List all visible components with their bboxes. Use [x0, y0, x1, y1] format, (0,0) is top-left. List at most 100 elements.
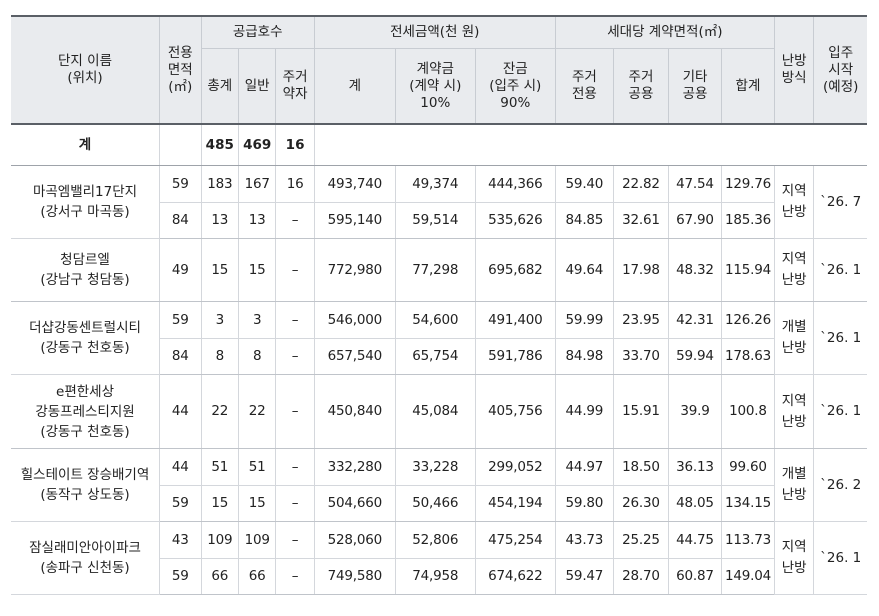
header-exclusive-area: 전용 면적 (㎡) — [159, 15, 202, 125]
supply-resident-cell: – — [275, 301, 315, 339]
deposit-balance-cell: 299,052 — [475, 448, 556, 486]
area-sum-cell: 129.76 — [721, 165, 775, 203]
exclusive-area-cell: 44 — [159, 448, 202, 486]
deposit-contract-cell: 45,084 — [395, 374, 476, 449]
heating-cell: 개별 난방 — [774, 448, 815, 522]
supply-resident-cell: – — [275, 448, 315, 486]
deposit-total-cell: 772,980 — [314, 238, 396, 302]
heating-cell: 지역 난방 — [774, 238, 815, 302]
total-supply-total: 485 — [201, 124, 239, 166]
supply-general-cell: 8 — [238, 338, 277, 375]
supply-general-cell: 13 — [238, 202, 277, 239]
area-sum-cell: 126.26 — [721, 301, 775, 339]
area-other-cell: 39.9 — [668, 374, 722, 449]
area-other-cell: 44.75 — [668, 521, 722, 559]
area-exclusive-cell: 59.99 — [555, 301, 614, 339]
supply-general-cell: 3 — [238, 301, 277, 339]
header-supply-group: 공급호수 — [201, 15, 315, 49]
deposit-contract-cell: 52,806 — [395, 521, 476, 559]
deposit-total-cell: 332,280 — [314, 448, 396, 486]
deposit-balance-cell: 591,786 — [475, 338, 556, 375]
exclusive-area-cell: 84 — [159, 202, 202, 239]
exclusive-area-cell: 59 — [159, 485, 202, 522]
exclusive-area-cell: 44 — [159, 374, 202, 449]
supply-total-cell: 22 — [201, 374, 239, 449]
supply-table-container: 단지 이름 (위치) 전용 면적 (㎡) 공급호수 전세금액(천 원) 세대당 계약면… — [11, 15, 867, 595]
move-in-cell: `26. 1 — [813, 521, 867, 595]
area-shared-cell: 26.30 — [613, 485, 670, 522]
supply-resident-cell: – — [275, 202, 315, 239]
area-other-cell: 48.05 — [668, 485, 722, 522]
area-sum-cell: 149.04 — [721, 558, 775, 595]
supply-resident-cell: – — [275, 374, 315, 449]
move-in-cell: `26. 7 — [813, 165, 867, 239]
deposit-balance-cell: 695,682 — [475, 238, 556, 302]
supply-total-cell: 3 — [201, 301, 239, 339]
header-supply-resident: 주거 약자 — [275, 48, 315, 125]
supply-resident-cell: – — [275, 558, 315, 595]
area-other-cell: 48.32 — [668, 238, 722, 302]
table-row: 84 8 8–657,540 65,754 591,786 84.98 33.70 59.94… — [11, 338, 867, 375]
exclusive-area-cell: 49 — [159, 238, 202, 302]
supply-general-cell: 109 — [238, 521, 277, 559]
area-shared-cell: 22.82 — [613, 165, 670, 203]
heating-cell: 지역 난방 — [774, 165, 815, 239]
supply-general-cell: 167 — [238, 165, 277, 203]
supply-resident-cell: – — [275, 238, 315, 302]
area-sum-cell: 99.60 — [721, 448, 775, 486]
header-area-other: 기타 공용 — [668, 48, 722, 125]
deposit-balance-cell: 454,194 — [475, 485, 556, 522]
deposit-balance-cell: 491,400 — [475, 301, 556, 339]
supply-total-cell: 51 — [201, 448, 239, 486]
deposit-contract-cell: 74,958 — [395, 558, 476, 595]
total-supply-general: 469 — [238, 124, 277, 166]
deposit-total-cell: 528,060 — [314, 521, 396, 559]
header-deposit-group: 전세금액(천 원) — [314, 15, 556, 49]
deposit-contract-cell: 65,754 — [395, 338, 476, 375]
supply-general-cell: 15 — [238, 485, 277, 522]
area-shared-cell: 23.95 — [613, 301, 670, 339]
area-shared-cell: 32.61 — [613, 202, 670, 239]
deposit-total-cell: 595,140 — [314, 202, 396, 239]
deposit-total-cell: 493,740 — [314, 165, 396, 203]
header-area-exclusive: 주거 전용 — [555, 48, 614, 125]
area-sum-cell: 113.73 — [721, 521, 775, 559]
table-row: 마곡엠밸리17단지 (강서구 마곡동) 59 183 167 16 493,740 49,37… — [11, 165, 867, 239]
total-area-blank — [159, 124, 202, 166]
table-row: 청담르엘 (강남구 청담동) 49 15 15–772,980 77,298 695,682… — [11, 238, 867, 302]
area-sum-cell: 134.15 — [721, 485, 775, 522]
deposit-balance-cell: 444,366 — [475, 165, 556, 203]
deposit-contract-cell: 50,466 — [395, 485, 476, 522]
heating-cell: 지역 난방 — [774, 374, 815, 449]
complex-name: e편한세상 강동프레스티지원 (강동구 천호동) — [11, 374, 161, 449]
deposit-contract-cell: 59,514 — [395, 202, 476, 239]
complex-name: 잠실래미안아이파크 (송파구 신천동) — [11, 521, 161, 595]
area-other-cell: 60.87 — [668, 558, 722, 595]
header-complex-name: 단지 이름 (위치) — [11, 15, 161, 125]
deposit-balance-cell: 405,756 — [475, 374, 556, 449]
supply-general-cell: 51 — [238, 448, 277, 486]
total-supply-resident: 16 — [275, 124, 315, 166]
complex-name: 마곡엠밸리17단지 (강서구 마곡동) — [11, 165, 161, 239]
supply-resident-cell: – — [275, 521, 315, 559]
move-in-cell: `26. 1 — [813, 238, 867, 302]
deposit-total-cell: 504,660 — [314, 485, 396, 522]
area-other-cell: 36.13 — [668, 448, 722, 486]
area-exclusive-cell: 59.47 — [555, 558, 614, 595]
area-exclusive-cell: 84.98 — [555, 338, 614, 375]
supply-total-cell: 13 — [201, 202, 239, 239]
area-exclusive-cell: 44.99 — [555, 374, 614, 449]
area-sum-cell: 115.94 — [721, 238, 775, 302]
table-row: 힐스테이트 장승배기역 (동작구 상도동) 44 51 51–332,280 33,228… — [11, 448, 867, 522]
table-row: e편한세상 강동프레스티지원 (강동구 천호동) 44 22 22–450,840 45,0… — [11, 374, 867, 449]
area-sum-cell: 185.36 — [721, 202, 775, 239]
header-supply-total: 총계 — [201, 48, 239, 125]
table-row: 잠실래미안아이파크 (송파구 신천동) 43 109 109–528,060 52,806… — [11, 521, 867, 595]
total-label: 계 — [11, 124, 161, 166]
table-row: 59 66 66–749,580 74,958 674,622 59.47 28.70 60.… — [11, 558, 867, 595]
deposit-contract-cell: 77,298 — [395, 238, 476, 302]
header-area-shared: 주거 공용 — [613, 48, 670, 125]
area-exclusive-cell: 84.85 — [555, 202, 614, 239]
complex-name: 더샵강동센트럴시티 (강동구 천호동) — [11, 301, 161, 375]
supply-general-cell: 66 — [238, 558, 277, 595]
